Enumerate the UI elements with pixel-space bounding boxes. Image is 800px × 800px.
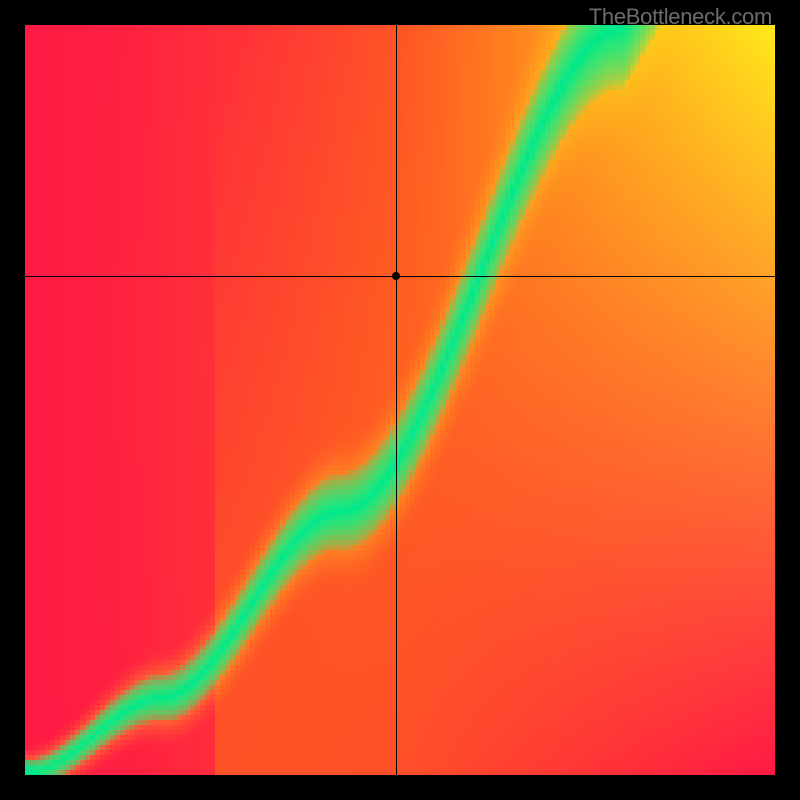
- plot-area: [25, 25, 775, 775]
- watermark-text: TheBottleneck.com: [589, 4, 772, 30]
- heatmap-canvas: [25, 25, 775, 775]
- crosshair-marker-dot: [392, 272, 400, 280]
- crosshair-vertical: [396, 25, 397, 775]
